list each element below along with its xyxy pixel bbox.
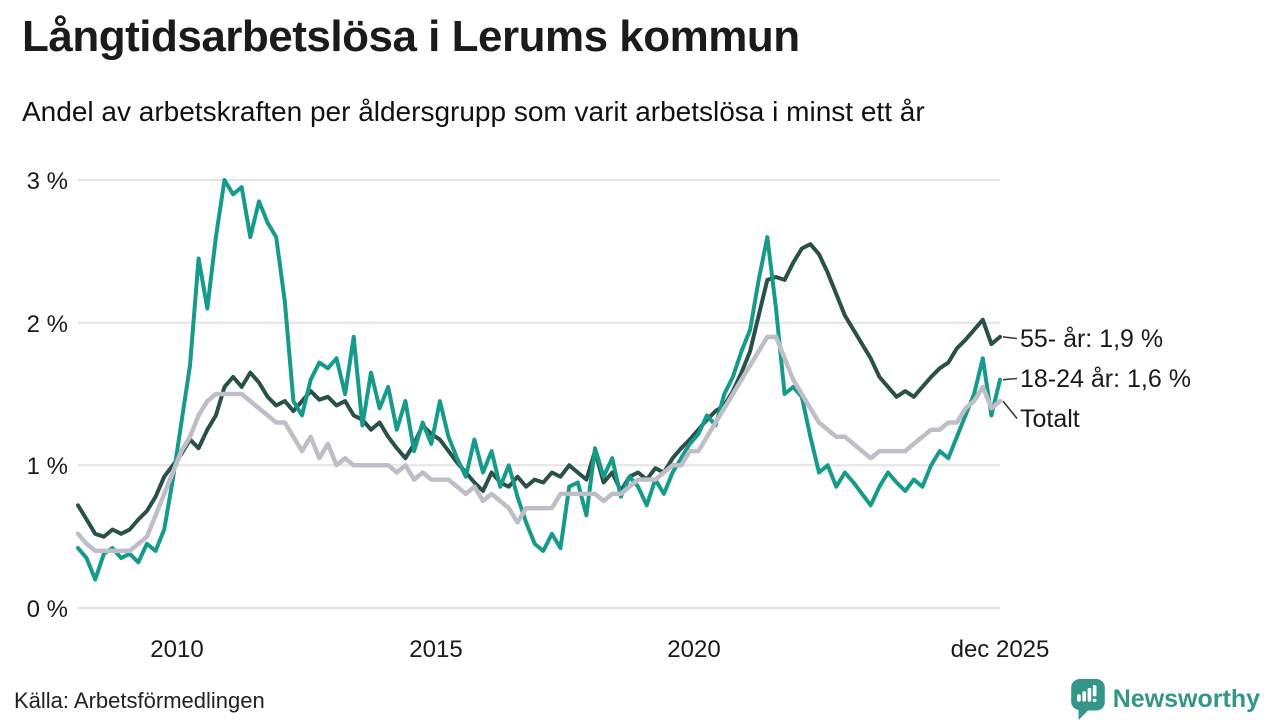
end-label-18-24: 18-24 år: 1,6 % [1020,365,1191,393]
x-axis-labels: 2010 2015 2020 dec 2025 [150,636,1049,663]
page-subtitle: Andel av arbetskraften per åldersgrupp s… [22,96,925,127]
newsworthy-brand-link[interactable]: Newsworthy [1070,678,1260,720]
y-axis-labels: 0 % 1 % 2 % 3 % [27,168,68,623]
y-tick-0: 0 % [27,596,68,623]
line-55--r [76,242,1002,539]
y-tick-2: 2 % [27,311,68,338]
brand-wordmark: Newsworthy [1112,684,1260,713]
x-tick-2020: 2020 [667,636,720,663]
end-label-55: 55- år: 1,9 % [1020,325,1163,353]
connector-2 [1002,400,1018,420]
y-tick-1: 1 % [27,453,68,480]
newsworthy-logo-icon [1070,679,1105,720]
data-lines [75,178,1003,582]
x-tick-dec-2025: dec 2025 [951,636,1050,663]
connector-0 [1002,336,1018,340]
end-label-totalt: Totalt [1020,405,1080,433]
line-18-24-r [76,178,1002,582]
source-note: Källa: Arbetsförmedlingen [14,688,265,713]
gridlines [78,179,1000,609]
y-tick-3: 3 % [27,168,68,195]
label-connectors [1002,336,1018,420]
connector-1 [1002,377,1018,381]
x-tick-2015: 2015 [409,636,462,663]
page-title: Långtidsarbetslösa i Lerums kommun [22,12,800,61]
series-end-labels: 55- år: 1,9 % 18-24 år: 1,6 % Totalt [1020,325,1191,433]
x-tick-2010: 2010 [150,636,203,663]
line-Totalt [75,334,1003,554]
